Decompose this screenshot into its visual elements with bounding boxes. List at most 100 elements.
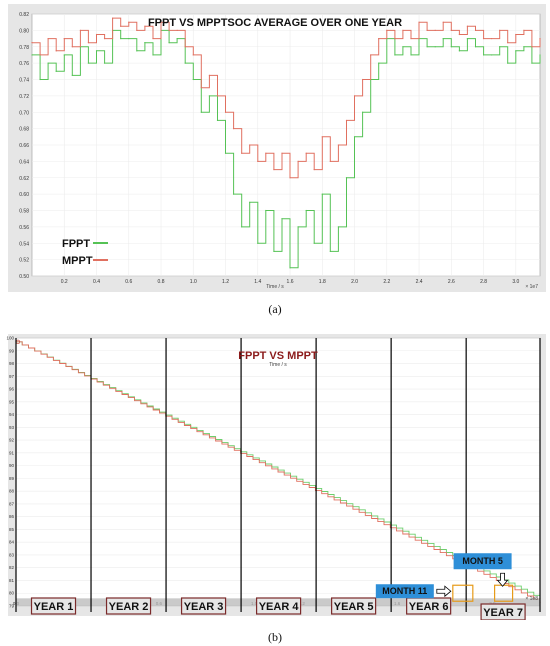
chart-b-y-tick-label: 94 [9, 412, 15, 417]
chart-a-lines [31, 17, 541, 269]
chart-a-x-tick-label: 2.4 [416, 279, 423, 285]
data-point-mppt [249, 144, 251, 146]
chart-a-y-tick-label: 0.68 [19, 127, 29, 133]
data-point-mppt [31, 42, 33, 44]
chart-a-x-tick-label: 2.2 [383, 279, 390, 285]
data-point-fppt [329, 250, 331, 253]
data-point-fppt [55, 70, 57, 72]
data-point-fppt [491, 54, 493, 56]
month-11-highlight [452, 584, 474, 602]
data-point-fppt [539, 54, 541, 56]
data-point-fppt [208, 95, 210, 97]
year-label: YEAR 2 [109, 601, 149, 613]
chart-a-x-tick-label: 0.6 [125, 279, 132, 285]
data-point-mppt [321, 136, 323, 138]
data-point-mppt [426, 29, 428, 31]
data-point-mppt [531, 46, 533, 48]
data-point-fppt [257, 242, 259, 244]
data-point-fppt [515, 50, 517, 52]
data-point-fppt [249, 201, 251, 203]
data-point-mppt [63, 37, 65, 40]
caption-a: (a) [268, 302, 282, 316]
data-point-mppt [39, 54, 41, 56]
chart-b-y-tick-label: 84 [9, 540, 15, 545]
chart-a-y-tick-label: 0.58 [19, 209, 29, 215]
chart-a-x-axis-label: Time / s [266, 284, 284, 290]
chart-a-x-tick-label: 0.8 [158, 279, 165, 285]
data-point-fppt [184, 62, 186, 64]
data-point-mppt [353, 95, 356, 97]
data-point-mppt [281, 152, 283, 154]
chart-b-y-tick-label: 96 [9, 387, 15, 392]
data-point-mppt [120, 25, 122, 27]
chart-a-y-tick-label: 0.60 [19, 192, 29, 198]
chart-a-y-tick-label: 0.74 [19, 78, 29, 84]
data-point-fppt [47, 62, 49, 64]
data-point-mppt [378, 37, 380, 40]
chart-b-y-tick-label: 80 [9, 591, 15, 596]
year-label-box [180, 597, 227, 615]
chart-a-y-tick-label: 0.50 [19, 274, 29, 280]
data-point-fppt [531, 62, 533, 64]
chart-a-title: FPPT VS MPPTSOC AVERAGE OVER ONE YEAR [148, 17, 402, 29]
data-point-mppt [410, 37, 412, 40]
data-point-fppt [152, 54, 154, 56]
chart-a-x-tick-label: 0.4 [93, 279, 100, 285]
data-point-mppt [507, 42, 509, 44]
chart-b-y-tick-label: 93 [9, 425, 15, 430]
data-point-fppt [426, 46, 428, 48]
chart-a-x-tick-label: 1.2 [222, 279, 229, 285]
year-label: YEAR 3 [184, 601, 224, 613]
chart-b-y-tick-label: 85 [9, 527, 15, 532]
data-point-mppt [241, 152, 243, 154]
data-point-fppt [499, 46, 501, 48]
data-point-fppt [402, 46, 404, 48]
chart-a-y-tick-label: 0.66 [19, 143, 29, 149]
data-point-fppt [434, 46, 436, 48]
year-label: YEAR 4 [259, 601, 300, 613]
data-point-fppt [39, 78, 41, 81]
data-point-fppt [128, 37, 130, 40]
data-point-fppt [313, 242, 315, 244]
data-point-mppt [458, 33, 460, 36]
chart-a-legend: FPPT MPPT [62, 238, 108, 267]
data-point-mppt [337, 144, 340, 146]
data-point-mppt [442, 21, 444, 23]
data-point-fppt [136, 50, 138, 52]
data-point-mppt [418, 21, 420, 23]
data-point-mppt [112, 17, 114, 19]
data-point-fppt [466, 37, 469, 40]
data-point-mppt [515, 33, 517, 36]
chart-a-y-tick-label: 0.54 [19, 241, 29, 247]
data-point-fppt [378, 62, 380, 64]
data-point-mppt [95, 33, 98, 36]
data-point-fppt [442, 37, 444, 40]
data-point-mppt [289, 177, 291, 179]
chart-b-title: FPPT VS MPPT [238, 350, 318, 362]
data-point-fppt [362, 111, 364, 113]
data-point-mppt [265, 152, 267, 154]
month-11-arrow-icon [436, 585, 452, 598]
chart-b-y-tick-label: 89 [9, 476, 15, 481]
year-label-box [255, 597, 302, 615]
month-5-label-box [453, 553, 512, 570]
data-point-mppt [482, 37, 485, 40]
chart-b-y-tick-label: 97 [9, 374, 15, 379]
data-point-mppt [313, 168, 315, 171]
chart-a-y-tick-label: 0.80 [19, 28, 29, 34]
data-point-mppt [466, 25, 469, 27]
data-point-fppt [120, 37, 122, 40]
data-point-mppt [345, 119, 348, 122]
chart-a-x-tick-label: 3.0 [512, 279, 519, 285]
year-label: YEAR 5 [334, 601, 374, 613]
year-label-box [105, 597, 152, 615]
chart-a-x-tick-label: 0.2 [61, 279, 68, 285]
chart-a-x-tick-label: 1.8 [319, 279, 326, 285]
data-point-fppt [216, 119, 219, 122]
data-point-fppt [168, 42, 170, 44]
data-point-mppt [79, 29, 81, 31]
month-5-label: MONTH 5 [462, 556, 503, 566]
chart-a-ticks: 0.50 0.52 0.54 0.56 0.58 0.60 0.62 0.64 0.66 0.68… [19, 12, 519, 285]
data-point-fppt [273, 250, 275, 253]
year-label-box [30, 597, 77, 615]
